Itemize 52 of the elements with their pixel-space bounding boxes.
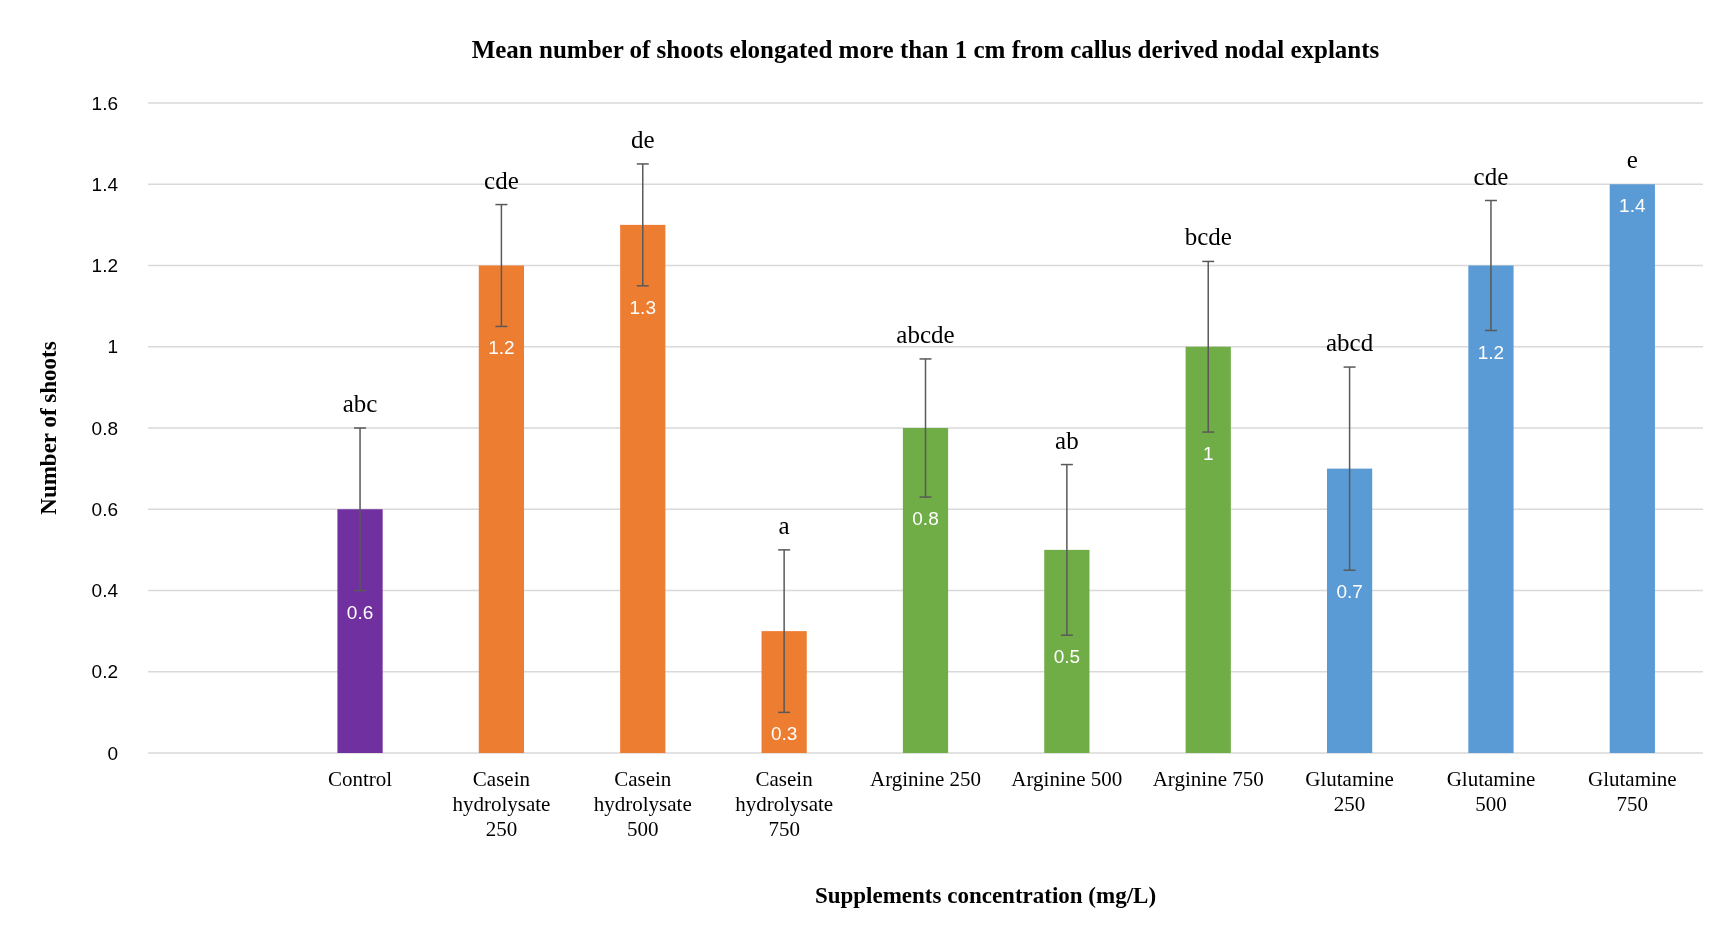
data-label: 1.3	[629, 296, 656, 318]
annotation: ab	[1055, 426, 1079, 454]
x-tick-label: Glutamine 750	[1587, 767, 1677, 816]
x-tick-label: Control	[327, 767, 393, 791]
y-tick-label: 1.4	[91, 173, 119, 195]
chart-title: Mean number of shoots elongated more than 1 cm from callus derived nodal explants	[471, 36, 1380, 63]
annotation: cde	[1473, 162, 1509, 190]
bar	[1468, 265, 1514, 753]
y-tick-label: 0.2	[91, 661, 118, 683]
y-tick-label: 0.6	[91, 498, 118, 520]
data-label: 1	[1202, 443, 1214, 465]
y-tick-label: 1.6	[91, 92, 118, 114]
x-axis-title: Supplements concentration (mg/L)	[814, 883, 1157, 908]
data-label: 0.8	[912, 508, 939, 530]
x-tick-label: Glutamine 250	[1305, 767, 1394, 816]
data-label: 0.7	[1336, 581, 1363, 603]
bar	[337, 509, 383, 753]
y-axis-title: Number of shoots	[36, 341, 61, 515]
y-tick-label: 1	[107, 336, 118, 358]
annotation: abcd	[1325, 329, 1374, 357]
annotation: cde	[484, 166, 519, 194]
y-tick-label: 0.8	[91, 417, 118, 439]
bar	[761, 631, 807, 753]
data-label: 0.3	[770, 723, 798, 745]
bar	[902, 428, 949, 753]
bar	[620, 224, 666, 753]
bar	[478, 265, 525, 753]
data-label: 1.4	[1619, 195, 1646, 217]
x-tick-label: Casein hydrolysate 750	[735, 767, 834, 841]
y-tick-label: 0.4	[91, 580, 119, 602]
x-tick-label: Arginine 750	[1152, 767, 1264, 791]
x-tick-label: Casein hydrolysate 250	[452, 767, 551, 841]
annotation: de	[630, 125, 655, 153]
annotation: abcde	[896, 320, 955, 348]
x-tick-label: Casein hydrolysate 500	[593, 767, 692, 841]
annotation: abc	[342, 390, 378, 417]
x-tick-label: Arginine 250	[869, 767, 982, 791]
annotation: a	[778, 511, 790, 539]
bar	[1044, 549, 1090, 753]
data-label: 1.2	[488, 337, 515, 359]
x-tick-label: Arginine 500	[1011, 767, 1123, 791]
x-tick-label: Glutamine 500	[1446, 767, 1536, 816]
annotation: bcde	[1184, 223, 1232, 251]
y-tick-label: 0	[107, 742, 118, 764]
bar	[1326, 468, 1373, 753]
data-label: 0.5	[1053, 646, 1081, 668]
bar	[1609, 184, 1655, 753]
data-label: 0.6	[346, 601, 374, 623]
bar	[1185, 346, 1231, 753]
data-label: 1.2	[1477, 341, 1505, 363]
y-tick-label: 1.2	[91, 255, 118, 277]
annotation: e	[1626, 146, 1638, 174]
